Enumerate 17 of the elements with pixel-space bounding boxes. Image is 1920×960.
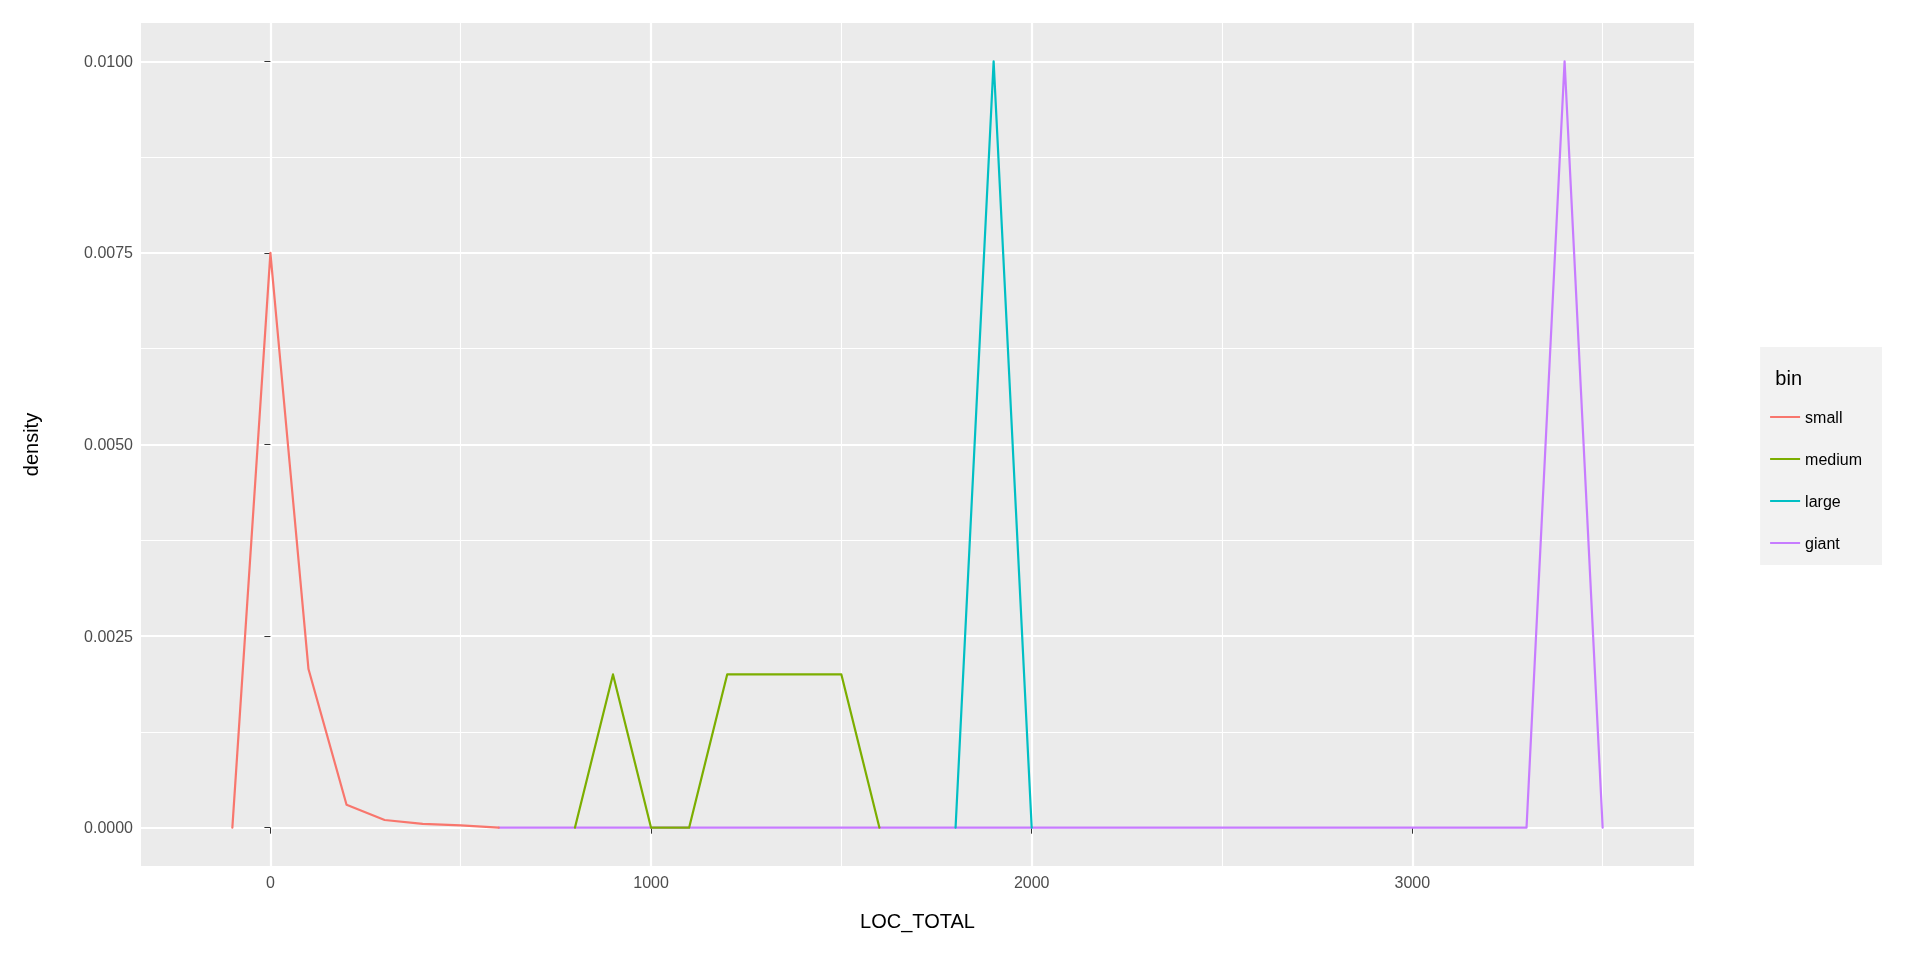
x-tick-label: 1000 [633, 873, 669, 891]
y-tick-label: 0.0000 [84, 819, 134, 837]
y-tick-label: 0.0025 [84, 627, 134, 645]
y-tick-label: 0.0100 [84, 52, 134, 70]
line-series [231, 251, 500, 829]
x-tick-label: 3000 [1394, 873, 1431, 891]
legend-label: giant [1805, 534, 1841, 552]
legend-label: large [1805, 492, 1841, 510]
y-tick-label: 0.0050 [84, 436, 134, 453]
legend-label: medium [1805, 450, 1862, 468]
legend-title: bin [1775, 367, 1803, 389]
x-axis-title: LOC_TOTAL [860, 910, 975, 933]
y-tick-label: 0.0075 [84, 244, 134, 262]
y-axis-title: density [20, 412, 42, 477]
x-tick-label: 2000 [1013, 873, 1050, 891]
legend-label: small [1805, 408, 1843, 426]
x-tick-label: 0 [265, 873, 275, 891]
